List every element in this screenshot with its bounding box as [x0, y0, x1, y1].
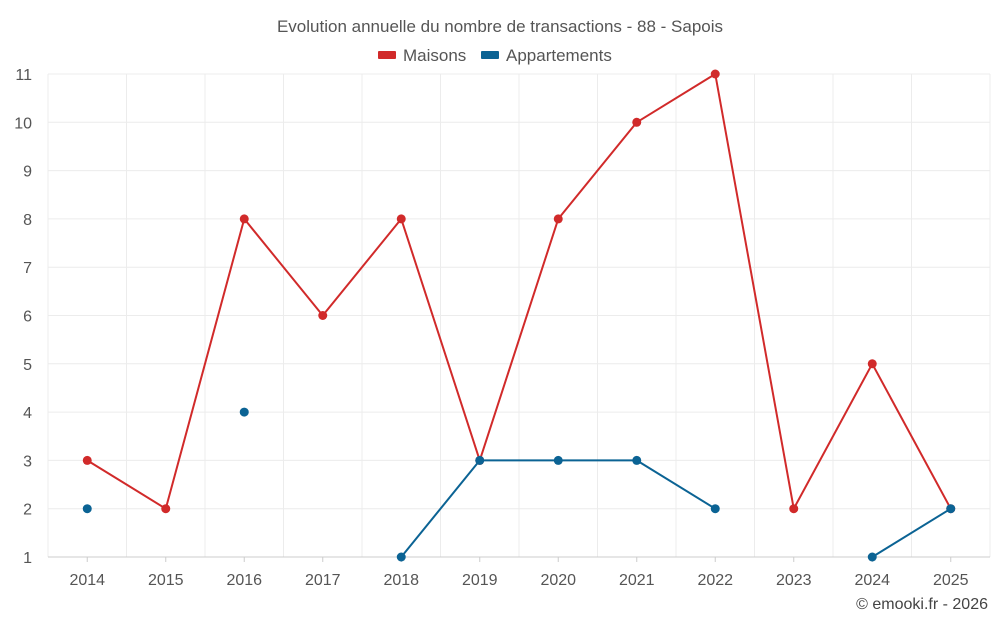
- series: [82, 69, 956, 562]
- y-tick-label: 9: [23, 164, 32, 181]
- x-tick-label: 2020: [540, 572, 576, 589]
- data-point-maisons[interactable]: [82, 455, 92, 465]
- x-tick-label: 2016: [226, 572, 262, 589]
- y-tick-label: 1: [23, 550, 32, 567]
- legend-label-maisons[interactable]: Maisons: [403, 46, 466, 65]
- data-point-maisons[interactable]: [239, 214, 249, 224]
- series-line-appartements: [871, 507, 952, 558]
- data-point-maisons[interactable]: [553, 214, 563, 224]
- data-point-maisons[interactable]: [867, 359, 877, 369]
- y-tick-label: 11: [15, 67, 32, 84]
- series-line-appartements: [635, 459, 717, 510]
- series-line-maisons: [871, 362, 952, 510]
- grid: [47, 73, 991, 557]
- data-point-appartements[interactable]: [632, 455, 642, 465]
- y-tick-label: 6: [23, 309, 32, 326]
- data-point-maisons[interactable]: [632, 117, 642, 127]
- data-point-appartements[interactable]: [239, 407, 249, 417]
- series-line-maisons: [714, 73, 795, 510]
- series-line-maisons: [478, 217, 560, 462]
- y-tick-label: 4: [23, 405, 32, 422]
- legend-swatch-appartements: [481, 51, 499, 59]
- data-point-maisons[interactable]: [396, 214, 406, 224]
- x-tick-label: 2023: [776, 572, 812, 589]
- series-line-appartements: [400, 459, 481, 558]
- y-tick-label: 3: [23, 453, 32, 470]
- x-tick-label: 2019: [462, 572, 498, 589]
- legend-label-appartements[interactable]: Appartements: [506, 46, 612, 65]
- series-line-maisons: [86, 459, 167, 510]
- legend: Maisons Appartements: [378, 46, 612, 65]
- series-line-maisons: [164, 217, 246, 510]
- x-tick-label: 2015: [148, 572, 184, 589]
- data-point-maisons[interactable]: [318, 311, 328, 320]
- axes: 1 2 3 4 5 6 7 8 9 10 11 2014 2015 2016 2017 2018 2019 202…: [14, 67, 990, 589]
- data-point-appartements[interactable]: [710, 504, 720, 514]
- data-point-appartements[interactable]: [553, 455, 563, 465]
- x-tick-label: 2017: [305, 572, 341, 589]
- data-point-appartements[interactable]: [867, 552, 877, 562]
- y-tick-label: 8: [23, 212, 32, 229]
- x-tick-label: 2025: [933, 572, 969, 589]
- x-tick-label: 2018: [383, 572, 419, 589]
- y-tick-label: 2: [23, 502, 32, 519]
- legend-swatch-maisons: [378, 51, 396, 59]
- series-line-maisons: [557, 121, 638, 220]
- data-point-appartements[interactable]: [475, 455, 485, 465]
- series-line-maisons: [792, 362, 874, 510]
- data-point-maisons[interactable]: [161, 504, 171, 514]
- y-tick-label: 10: [14, 115, 32, 132]
- series-line-maisons: [400, 217, 481, 462]
- x-tick-label: 2021: [619, 572, 655, 589]
- data-point-maisons[interactable]: [710, 69, 720, 79]
- chart-title: Evolution annuelle du nombre de transact…: [277, 17, 723, 36]
- data-point-appartements[interactable]: [396, 552, 406, 562]
- x-tick-label: 2024: [854, 572, 890, 589]
- x-tick-label: 2022: [697, 572, 733, 589]
- data-point-appartements[interactable]: [82, 504, 92, 514]
- credit-text: © emooki.fr - 2026: [856, 596, 988, 613]
- data-point-appartements[interactable]: [946, 504, 956, 514]
- series-line-maisons: [243, 217, 324, 317]
- data-point-maisons[interactable]: [789, 504, 799, 514]
- x-tick-label: 2014: [69, 572, 105, 589]
- y-tick-label: 5: [23, 357, 32, 374]
- series-line-maisons: [321, 217, 403, 317]
- series-line-maisons: [635, 73, 717, 124]
- y-tick-label: 7: [23, 260, 32, 277]
